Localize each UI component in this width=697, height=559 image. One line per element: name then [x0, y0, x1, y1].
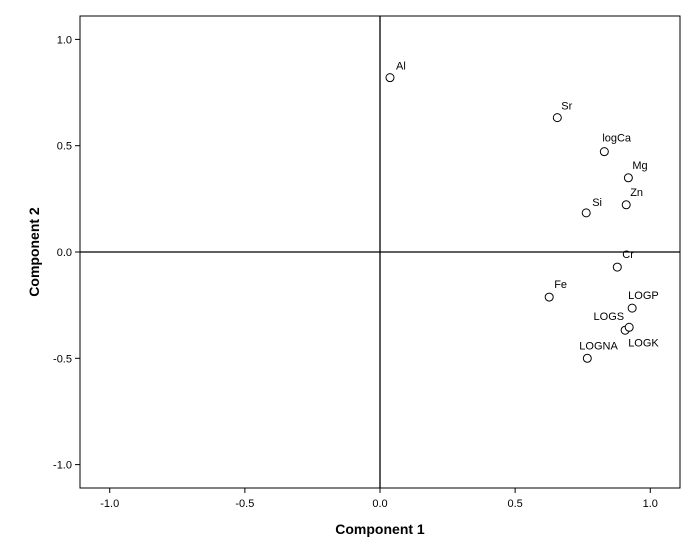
point: [581, 208, 591, 218]
y-tick-label: 0.5: [57, 141, 72, 153]
y-tick-label: -0.5: [53, 353, 72, 365]
point: [621, 200, 631, 210]
point-label: Al: [396, 61, 406, 73]
point: [385, 73, 395, 83]
point: [582, 353, 592, 363]
point-label: LOGP: [628, 290, 659, 302]
point: [627, 303, 637, 313]
point: [544, 292, 554, 302]
point: [624, 322, 634, 332]
point: [623, 173, 633, 183]
x-tick-label: -1.0: [100, 498, 119, 510]
point-label: LOGK: [628, 337, 659, 349]
x-tick-label: 0.5: [507, 498, 522, 510]
y-tick-label: 1.0: [57, 34, 72, 46]
x-tick-label: 1.0: [643, 498, 658, 510]
y-axis-title: Component 2: [26, 207, 42, 297]
x-tick-label: 0.0: [372, 498, 387, 510]
point-label: Fe: [554, 279, 567, 291]
point-label: Mg: [632, 160, 647, 172]
x-tick-label: -0.5: [235, 498, 254, 510]
point-label: LOGNA: [579, 340, 618, 352]
point-label: Si: [592, 197, 602, 209]
point-label: Cr: [622, 249, 634, 261]
point: [612, 262, 622, 272]
point-label: logCa: [602, 133, 632, 145]
point-label: Sr: [561, 101, 572, 113]
point: [552, 113, 562, 123]
y-tick-label: 0.0: [57, 247, 72, 259]
point: [599, 147, 609, 157]
x-axis-title: Component 1: [335, 521, 425, 537]
point-label: LOGS: [594, 311, 625, 323]
y-tick-label: -1.0: [53, 460, 72, 472]
point-label: Zn: [630, 187, 643, 199]
